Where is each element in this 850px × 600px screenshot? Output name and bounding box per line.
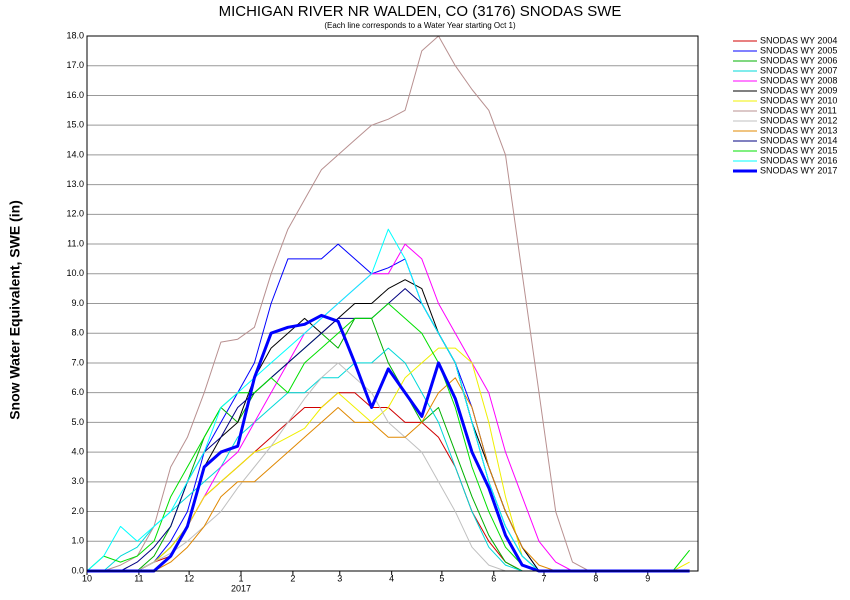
y-tick-label: 7.0	[71, 357, 84, 367]
x-tick-label: 2	[290, 573, 295, 583]
x-tick-label: 1	[238, 573, 243, 583]
x-tick-label: 5	[439, 573, 444, 583]
y-tick-label: 5.0	[71, 417, 84, 427]
plot-frame	[86, 35, 699, 572]
y-tick-label: 8.0	[71, 328, 84, 338]
y-tick-label: 0.0	[71, 565, 84, 575]
legend-label: SNODAS WY 2015	[760, 145, 837, 155]
y-tick-label: 12.0	[66, 209, 84, 219]
legend-label: SNODAS WY 2007	[760, 65, 837, 75]
y-axis-label: Snow Water Equivalent, SWE (in)	[7, 200, 23, 420]
legend-label: SNODAS WY 2016	[760, 155, 837, 165]
y-tick-label: 9.0	[71, 298, 84, 308]
y-tick-label: 15.0	[66, 120, 84, 130]
legend-label: SNODAS WY 2014	[760, 135, 837, 145]
legend-label: SNODAS WY 2008	[760, 75, 837, 85]
x-tick-label: 11	[134, 573, 143, 583]
legend-label: SNODAS WY 2004	[760, 35, 837, 45]
chart-title: MICHIGAN RIVER NR WALDEN, CO (3176) SNOD…	[219, 3, 622, 20]
x-tick-label: 10	[82, 573, 92, 583]
legend-label: SNODAS WY 2009	[760, 85, 837, 95]
legend-label: SNODAS WY 2005	[760, 45, 837, 55]
y-tick-label: 10.0	[66, 268, 84, 278]
legend-label: SNODAS WY 2006	[760, 55, 837, 65]
y-tick-label: 13.0	[66, 179, 84, 189]
legend-label: SNODAS WY 2012	[760, 115, 837, 125]
y-tick-label: 2.0	[71, 506, 84, 516]
x-tick-label: 3	[337, 573, 342, 583]
y-tick-label: 4.0	[71, 446, 84, 456]
x-tick-label: 8	[593, 573, 598, 583]
legend-label: SNODAS WY 2010	[760, 95, 837, 105]
x-annotation: 2017	[231, 583, 251, 593]
y-tick-label: 16.0	[66, 90, 84, 100]
x-tick-label: 12	[184, 573, 194, 583]
x-tick-label: 6	[491, 573, 496, 583]
chart-subtitle: (Each line corresponds to a Water Year s…	[324, 21, 516, 30]
legend-label: SNODAS WY 2013	[760, 125, 837, 135]
y-tick-label: 3.0	[71, 476, 84, 486]
y-tick-label: 17.0	[66, 60, 84, 70]
x-tick-label: 9	[645, 573, 650, 583]
y-tick-label: 11.0	[67, 238, 84, 248]
y-tick-label: 6.0	[71, 387, 84, 397]
y-tick-label: 1.0	[71, 536, 84, 546]
x-tick-label: 4	[389, 573, 394, 583]
legend-label: SNODAS WY 2011	[760, 105, 837, 115]
y-tick-label: 18.0	[66, 30, 84, 40]
x-tick-label: 7	[541, 573, 546, 583]
legend-label: SNODAS WY 2017	[760, 165, 837, 175]
y-tick-label: 14.0	[66, 149, 84, 159]
